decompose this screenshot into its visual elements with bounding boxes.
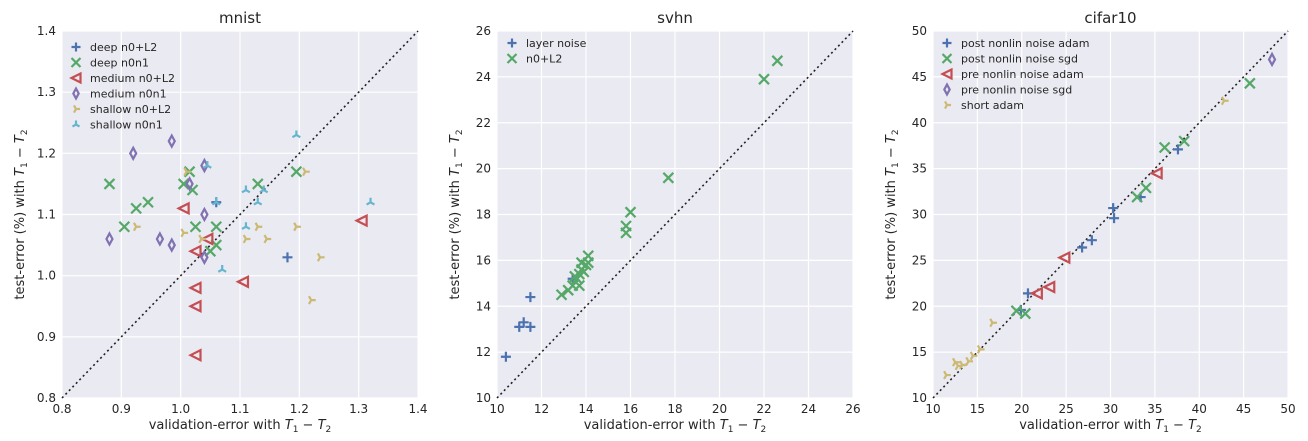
legend-label: post nonlin noise sgd xyxy=(961,53,1078,66)
x-tick-label: 20 xyxy=(1014,402,1029,416)
x-tick-label: 1.0 xyxy=(171,402,190,416)
x-axis-label: validation-error with T1 − T2 xyxy=(149,418,332,435)
y-tick-label: 0.9 xyxy=(37,330,56,344)
legend-label: layer noise xyxy=(526,37,587,50)
y-tick-label: 12 xyxy=(476,345,491,359)
legend-label: shallow n0+L2 xyxy=(90,103,171,116)
x-tick-label: 22 xyxy=(756,402,771,416)
y-tick-label: 18 xyxy=(476,208,491,222)
x-tick-label: 10 xyxy=(489,402,504,416)
y-axis-label: test-error (%) with T1 − T2 xyxy=(884,129,901,299)
x-tick-label: 20 xyxy=(712,402,727,416)
y-tick-label: 22 xyxy=(476,116,491,130)
legend-label: medium n0n1 xyxy=(90,88,167,101)
x-tick-label: 1.4 xyxy=(408,402,427,416)
y-tick-label: 35 xyxy=(912,162,927,176)
legend-label: pre nonlin noise adam xyxy=(961,68,1084,81)
y-tick-label: 1.4 xyxy=(37,24,56,38)
x-tick-label: 18 xyxy=(667,402,682,416)
x-tick-label: 24 xyxy=(801,402,816,416)
y-tick-label: 10 xyxy=(476,391,491,405)
y-tick-label: 20 xyxy=(476,162,491,176)
y-axis-label: test-error (%) with T1 − T2 xyxy=(13,129,30,299)
chart-title: cifar10 xyxy=(1084,9,1136,27)
x-axis-label: validation-error with T1 − T2 xyxy=(1019,418,1202,435)
chart-title: mnist xyxy=(219,9,261,27)
y-tick-label: 1.3 xyxy=(37,85,56,99)
legend-label: deep n0+L2 xyxy=(90,41,157,54)
legend-label: n0+L2 xyxy=(526,53,562,66)
x-tick-label: 14 xyxy=(578,402,593,416)
y-tick-label: 30 xyxy=(912,208,927,222)
x-tick-label: 26 xyxy=(845,402,860,416)
legend-label: medium n0+L2 xyxy=(90,72,175,85)
y-tick-label: 1.1 xyxy=(37,208,56,222)
x-tick-label: 16 xyxy=(623,402,638,416)
y-tick-label: 1.0 xyxy=(37,269,56,283)
x-tick-label: 15 xyxy=(970,402,985,416)
y-tick-label: 14 xyxy=(476,299,491,313)
x-tick-label: 25 xyxy=(1058,402,1073,416)
y-tick-label: 20 xyxy=(912,299,927,313)
y-tick-label: 50 xyxy=(912,24,927,38)
y-tick-label: 40 xyxy=(912,116,927,130)
legend-label: shallow n0n1 xyxy=(90,119,163,132)
x-tick-label: 30 xyxy=(1103,402,1118,416)
y-tick-label: 15 xyxy=(912,345,927,359)
x-tick-label: 50 xyxy=(1280,402,1295,416)
y-tick-label: 0.8 xyxy=(37,391,56,405)
legend-label: pre nonlin noise sgd xyxy=(961,84,1072,97)
y-tick-label: 26 xyxy=(476,24,491,38)
chart-svhn: 10 12 14 16 18 20 22 24 26 10 12 14 16 18 20 22 24 26 svhn… xyxy=(448,9,861,435)
y-tick-label: 24 xyxy=(476,70,491,84)
x-axis-label: validation-error with T1 − T2 xyxy=(584,418,767,435)
x-tick-label: 40 xyxy=(1192,402,1207,416)
y-tick-label: 45 xyxy=(912,70,927,84)
y-tick-label: 10 xyxy=(912,391,927,405)
x-tick-label: 1.3 xyxy=(349,402,368,416)
x-tick-label: 0.9 xyxy=(112,402,131,416)
chart-cifar10: 10 15 20 25 30 35 40 45 50 10 15 20 25 30 35 40 45 50 cifa… xyxy=(884,9,1296,435)
legend-label: short adam xyxy=(961,99,1024,112)
x-tick-label: 1.1 xyxy=(230,402,249,416)
x-tick-label: 1.2 xyxy=(290,402,309,416)
x-tick-label: 12 xyxy=(534,402,549,416)
legend-label: deep n0n1 xyxy=(90,57,149,70)
y-tick-label: 16 xyxy=(476,253,491,267)
y-axis-label: test-error (%) with T1 − T2 xyxy=(448,129,465,299)
y-tick-label: 25 xyxy=(912,253,927,267)
chart-title: svhn xyxy=(657,9,693,27)
x-tick-label: 10 xyxy=(925,402,940,416)
chart-mnist: 0.8 0.9 1.0 1.1 1.2 1.3 1.40.80.91.01.11.21.31… xyxy=(13,9,428,435)
legend-label: post nonlin noise adam xyxy=(961,37,1089,50)
y-tick-label: 1.2 xyxy=(37,146,56,160)
x-tick-label: 35 xyxy=(1147,402,1162,416)
x-tick-label: 45 xyxy=(1236,402,1251,416)
